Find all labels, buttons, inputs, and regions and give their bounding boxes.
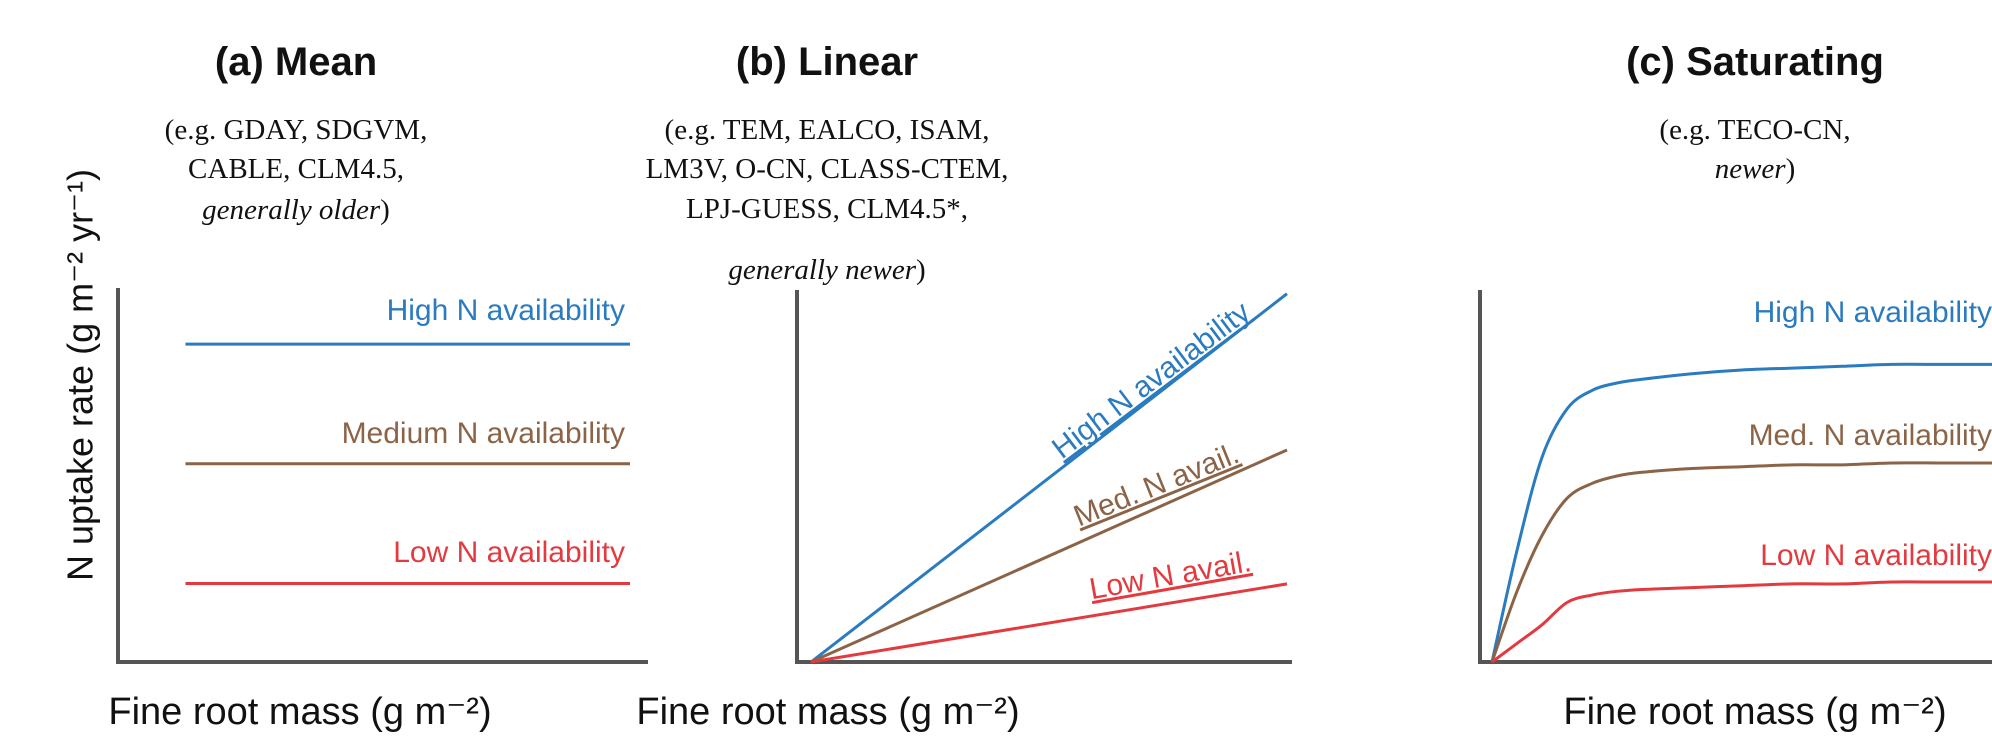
- panel-a-subtitle-line-2: CABLE, CLM4.5,: [188, 153, 404, 185]
- panel-a-series-label-low-n-availability: Low N availability: [393, 536, 625, 569]
- panel-b-x-axis-label: Fine root mass (g m⁻²): [636, 691, 1019, 733]
- panel-c-plot: High N availability Med. N availability Lo…: [1478, 290, 1992, 664]
- panel-c-subtitle-line-2: newer): [1715, 153, 1796, 185]
- panel-b-subtitle-line-4: generally newer): [728, 254, 925, 286]
- panel-c-x-axis-label: Fine root mass (g m⁻²): [1563, 691, 1946, 733]
- panel-b-series-medium-line: [810, 448, 1288, 664]
- panel-b-series-high-line: [810, 292, 1288, 664]
- panel-c-series-label-high-n-availability: High N availability: [1754, 296, 1992, 329]
- panel-c-title: (c) Saturating: [1626, 40, 1884, 84]
- panel-c-series-label-med-n-availability: Med. N availability: [1749, 419, 1992, 452]
- panel-c-series-low-line: [1491, 580, 1992, 664]
- panel-a-series-label-high-n-availability: High N availability: [387, 294, 625, 327]
- panel-b-subtitle-line-2: LM3V, O-CN, CLASS-CTEM,: [646, 153, 1009, 185]
- panel-b: (b) Linear (e.g. TEM, EALCO, ISAM, LM3V,…: [636, 40, 1292, 733]
- panel-a-subtitle-line-3: generally older): [202, 194, 390, 226]
- panel-a-plot: High N availability Medium N availability…: [116, 288, 648, 664]
- panel-c-series-high-line: [1490, 362, 1992, 663]
- panel-a: (a) Mean (e.g. GDAY, SDGVM, CABLE, CLM4.…: [108, 40, 648, 733]
- panel-a-subtitle-line-1: (e.g. GDAY, SDGVM,: [165, 114, 428, 146]
- y-axis-label: N uptake rate (g m⁻² yr⁻¹): [60, 169, 101, 581]
- panel-c-series-medium-line: [1490, 461, 1992, 663]
- panel-c-subtitle-line-1: (e.g. TECO-CN,: [1659, 114, 1850, 146]
- panel-b-subtitle-line-3: LPJ-GUESS, CLM4.5*,: [686, 193, 968, 225]
- panel-b-subtitle-line-1: (e.g. TEM, EALCO, ISAM,: [665, 114, 990, 146]
- panel-a-subtitle-italic: generally older: [202, 194, 381, 226]
- panel-c-subtitle-close: ): [1786, 153, 1796, 185]
- panel-b-subtitle-italic: generally newer: [728, 254, 916, 286]
- panel-c: (c) Saturating (e.g. TECO-CN, newer) Hig…: [1478, 40, 1992, 733]
- panel-c-subtitle-italic: newer: [1715, 153, 1787, 185]
- panel-a-subtitle-close: ): [380, 194, 390, 226]
- panel-b-series-label-low-n-avail: Low N avail.: [1087, 545, 1254, 606]
- panel-a-series-label-medium-n-availability: Medium N availability: [342, 417, 625, 450]
- panel-b-subtitle-close: ): [916, 254, 926, 286]
- panel-b-series-label-med-n-avail: Med. N avail.: [1069, 437, 1244, 533]
- panel-b-series-low-line: [810, 582, 1288, 664]
- panel-b-title: (b) Linear: [736, 40, 918, 84]
- panel-a-title: (a) Mean: [215, 40, 377, 84]
- panel-a-x-axis-label: Fine root mass (g m⁻²): [108, 691, 491, 733]
- panel-c-series-label-low-n-availability: Low N availability: [1760, 539, 1992, 572]
